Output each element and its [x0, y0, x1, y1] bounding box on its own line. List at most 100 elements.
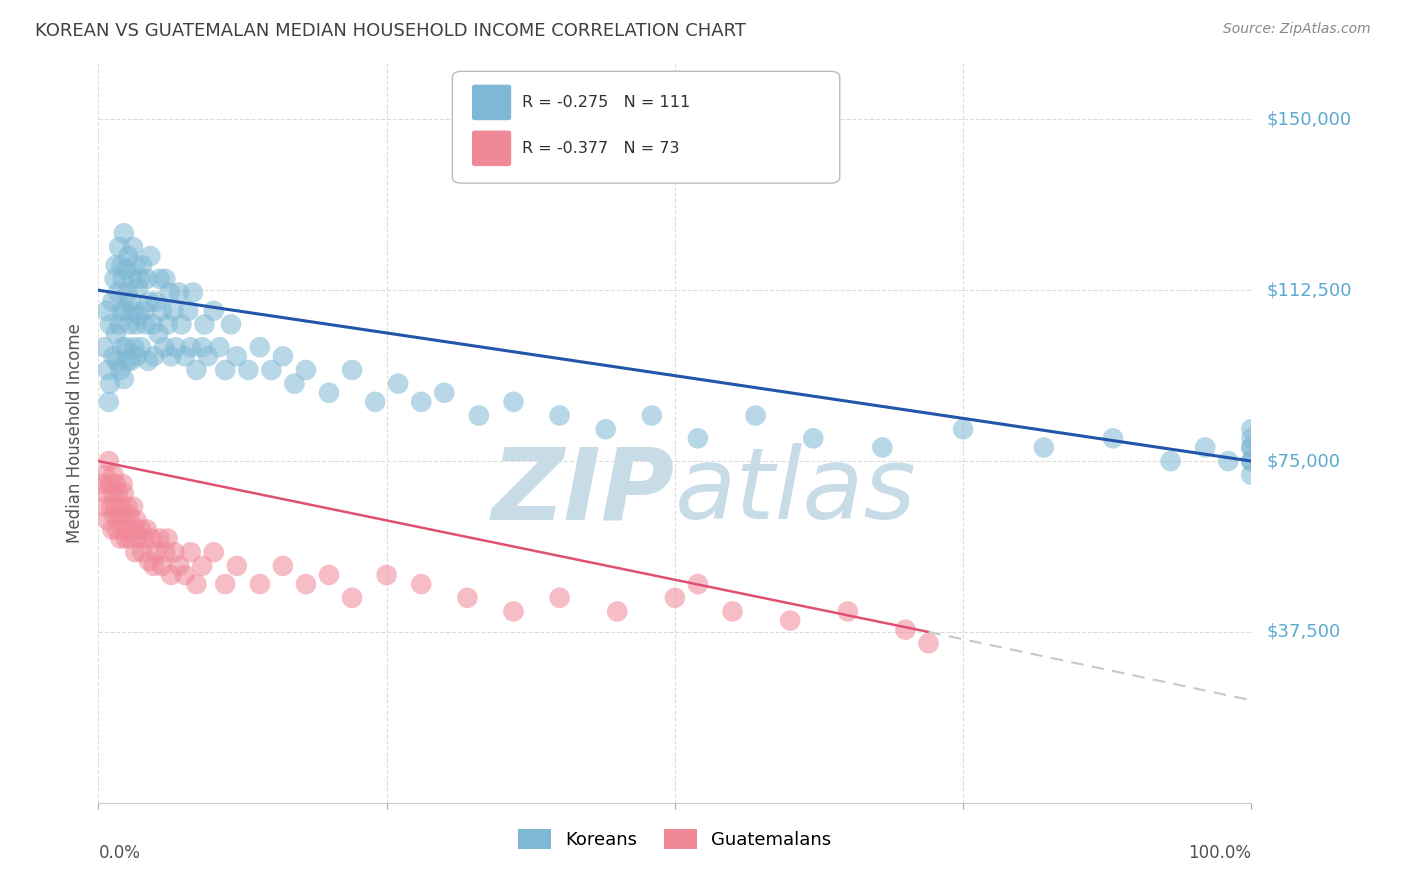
- Text: $150,000: $150,000: [1267, 111, 1351, 128]
- Point: [150, 558, 173, 573]
- Text: $75,000: $75,000: [1267, 452, 1340, 470]
- Point: [117, 285, 139, 300]
- Point: [129, 272, 152, 286]
- Point: [837, 604, 859, 618]
- Point: [177, 303, 200, 318]
- Point: [1240, 454, 1263, 468]
- Point: [141, 532, 163, 546]
- Point: [155, 272, 177, 286]
- Point: [131, 545, 153, 559]
- Point: [340, 363, 363, 377]
- Point: [606, 604, 628, 618]
- FancyBboxPatch shape: [453, 71, 839, 183]
- Point: [249, 577, 271, 591]
- Point: [104, 476, 127, 491]
- Point: [107, 486, 129, 500]
- Point: [686, 577, 709, 591]
- Point: [548, 591, 571, 605]
- Text: ZIP: ZIP: [492, 443, 675, 541]
- Point: [93, 500, 115, 514]
- Point: [135, 272, 157, 286]
- Point: [225, 558, 247, 573]
- Point: [502, 604, 524, 618]
- Point: [150, 303, 173, 318]
- Point: [124, 258, 146, 272]
- Point: [952, 422, 974, 436]
- Point: [193, 318, 215, 332]
- Point: [115, 340, 138, 354]
- Point: [112, 523, 135, 537]
- Point: [103, 349, 125, 363]
- Point: [744, 409, 766, 423]
- Point: [595, 422, 617, 436]
- Point: [122, 523, 145, 537]
- Point: [135, 318, 157, 332]
- Point: [191, 340, 214, 354]
- Point: [249, 340, 271, 354]
- Point: [411, 395, 433, 409]
- Point: [156, 532, 179, 546]
- Point: [1102, 431, 1125, 445]
- Point: [160, 349, 183, 363]
- Point: [138, 294, 160, 309]
- Point: [664, 591, 686, 605]
- Point: [295, 363, 318, 377]
- Point: [97, 395, 120, 409]
- Point: [271, 349, 294, 363]
- Y-axis label: Median Household Income: Median Household Income: [66, 323, 84, 542]
- Point: [165, 340, 187, 354]
- Point: [117, 523, 139, 537]
- Point: [174, 568, 197, 582]
- Point: [238, 363, 260, 377]
- Point: [181, 285, 204, 300]
- Point: [162, 303, 184, 318]
- Point: [142, 318, 165, 332]
- Point: [387, 376, 409, 391]
- Point: [502, 395, 524, 409]
- Point: [125, 513, 148, 527]
- Point: [122, 303, 145, 318]
- Point: [156, 318, 179, 332]
- Point: [779, 614, 801, 628]
- Point: [1240, 441, 1263, 455]
- Point: [112, 372, 135, 386]
- Point: [124, 545, 146, 559]
- Point: [917, 636, 939, 650]
- Point: [153, 340, 176, 354]
- Point: [112, 227, 135, 241]
- Point: [97, 363, 120, 377]
- Point: [100, 500, 122, 514]
- Point: [107, 285, 129, 300]
- Point: [260, 363, 283, 377]
- Point: [159, 285, 181, 300]
- Point: [145, 294, 167, 309]
- Text: KOREAN VS GUATEMALAN MEDIAN HOUSEHOLD INCOME CORRELATION CHART: KOREAN VS GUATEMALAN MEDIAN HOUSEHOLD IN…: [35, 22, 747, 40]
- Point: [721, 604, 744, 618]
- Point: [117, 354, 139, 368]
- Point: [111, 272, 134, 286]
- Point: [180, 340, 202, 354]
- Point: [468, 409, 491, 423]
- Point: [127, 281, 149, 295]
- Point: [641, 409, 664, 423]
- Point: [122, 340, 145, 354]
- Point: [117, 249, 139, 263]
- Point: [219, 318, 242, 332]
- Point: [1240, 422, 1263, 436]
- Point: [125, 349, 148, 363]
- Point: [108, 240, 131, 254]
- FancyBboxPatch shape: [472, 130, 512, 166]
- Point: [110, 532, 132, 546]
- Point: [340, 591, 363, 605]
- Point: [104, 500, 127, 514]
- Point: [135, 523, 157, 537]
- Point: [110, 303, 132, 318]
- Point: [131, 258, 153, 272]
- Point: [104, 326, 127, 341]
- Point: [433, 385, 456, 400]
- Point: [97, 454, 120, 468]
- Point: [167, 285, 190, 300]
- Text: R = -0.275   N = 111: R = -0.275 N = 111: [522, 95, 690, 110]
- Point: [148, 532, 170, 546]
- Point: [225, 349, 247, 363]
